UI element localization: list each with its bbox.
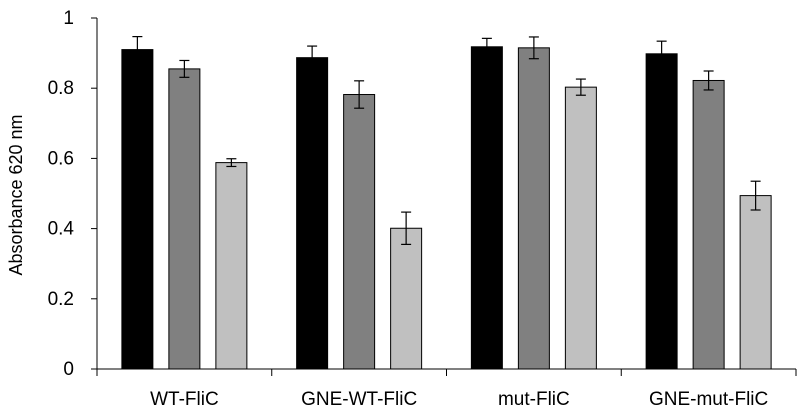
error-bars — [132, 36, 761, 245]
bar — [692, 79, 725, 370]
y-tick-label: 1 — [63, 8, 74, 29]
bar — [739, 195, 772, 370]
x-axis — [96, 368, 797, 376]
x-category-label: GNE-mut-FliC — [649, 389, 768, 410]
y-tick-label: 0 — [63, 359, 74, 380]
bar — [517, 47, 550, 370]
bar — [121, 49, 154, 370]
bar — [390, 227, 423, 370]
y-tick-label: 0.4 — [48, 219, 75, 240]
bar — [470, 46, 503, 370]
bar — [168, 68, 201, 370]
bar — [564, 86, 597, 370]
y-tick-label: 0.2 — [48, 289, 74, 310]
x-category-label: WT-FliC — [150, 389, 219, 410]
y-tick-label: 0.8 — [48, 78, 74, 99]
x-category-label: mut-FliC — [498, 389, 570, 410]
y-tick-label: 0.6 — [48, 148, 74, 169]
category-labels: WT-FliC GNE-WT-FliC mut-FliC GNE-mut-FliC — [150, 389, 768, 410]
bar — [296, 57, 329, 370]
x-category-label: GNE-WT-FliC — [301, 389, 417, 410]
y-axis: 0 0.2 0.4 0.6 0.8 1 — [48, 8, 98, 380]
bar — [645, 53, 678, 370]
bar — [343, 94, 376, 370]
y-axis-title: Absorbance 620 nm — [6, 114, 26, 275]
bars — [121, 46, 772, 370]
bar — [215, 162, 248, 370]
